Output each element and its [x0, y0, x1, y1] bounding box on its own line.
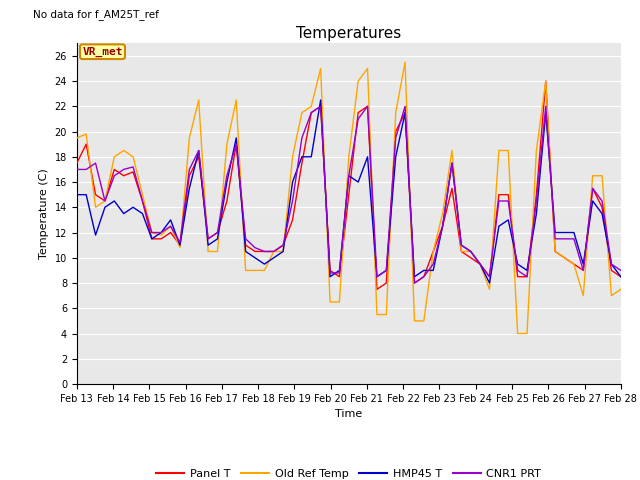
- Text: No data for f_AM25T_ref: No data for f_AM25T_ref: [33, 9, 159, 20]
- X-axis label: Time: Time: [335, 409, 362, 419]
- Title: Temperatures: Temperatures: [296, 25, 401, 41]
- Legend: Panel T, Old Ref Temp, HMP45 T, CNR1 PRT: Panel T, Old Ref Temp, HMP45 T, CNR1 PRT: [152, 465, 546, 480]
- Text: VR_met: VR_met: [82, 47, 123, 57]
- Y-axis label: Temperature (C): Temperature (C): [39, 168, 49, 259]
